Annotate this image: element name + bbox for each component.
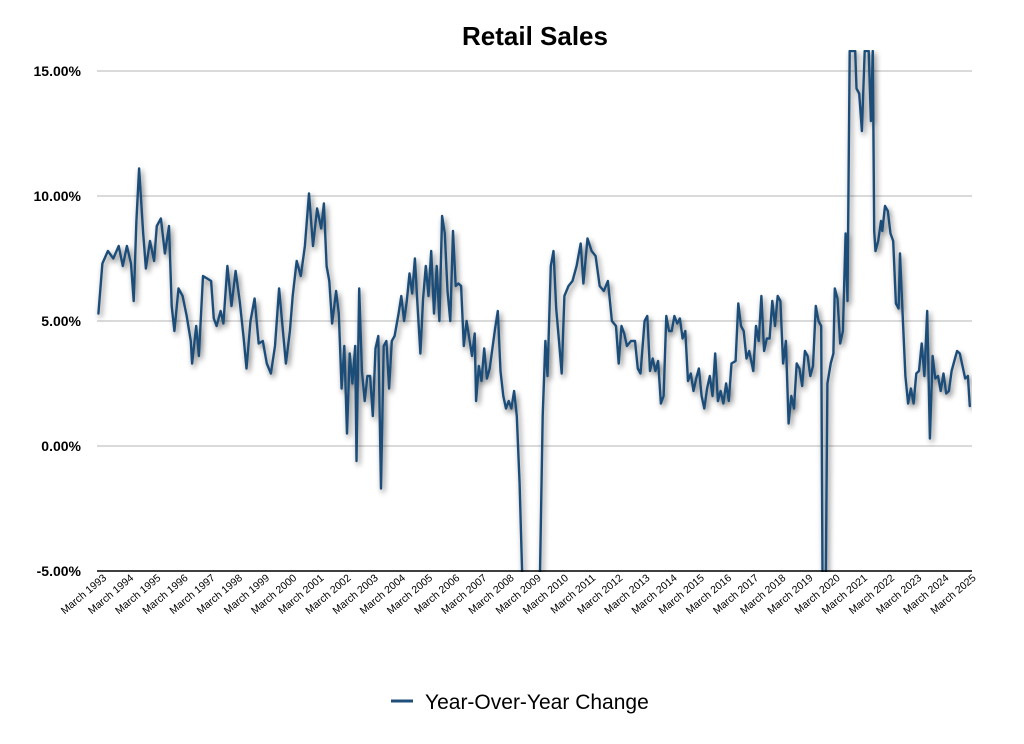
chart-title: Retail Sales — [462, 21, 608, 51]
y-tick-label: 15.00% — [34, 63, 82, 79]
series-line-year-over-year-change — [97, 50, 971, 572]
gridlines — [97, 70, 972, 447]
legend: Year-Over-Year Change — [391, 691, 649, 714]
y-tick-label: 10.00% — [34, 188, 82, 204]
y-tick-label: 5.00% — [41, 313, 81, 329]
y-tick-label: -5.00% — [37, 563, 82, 579]
legend-label: Year-Over-Year Change — [425, 691, 649, 714]
y-tick-label: 0.00% — [41, 438, 81, 454]
y-axis-tick-labels: -5.00% 0.00% 5.00% 10.00% 15.00% — [34, 63, 82, 579]
series-layer — [97, 50, 971, 572]
